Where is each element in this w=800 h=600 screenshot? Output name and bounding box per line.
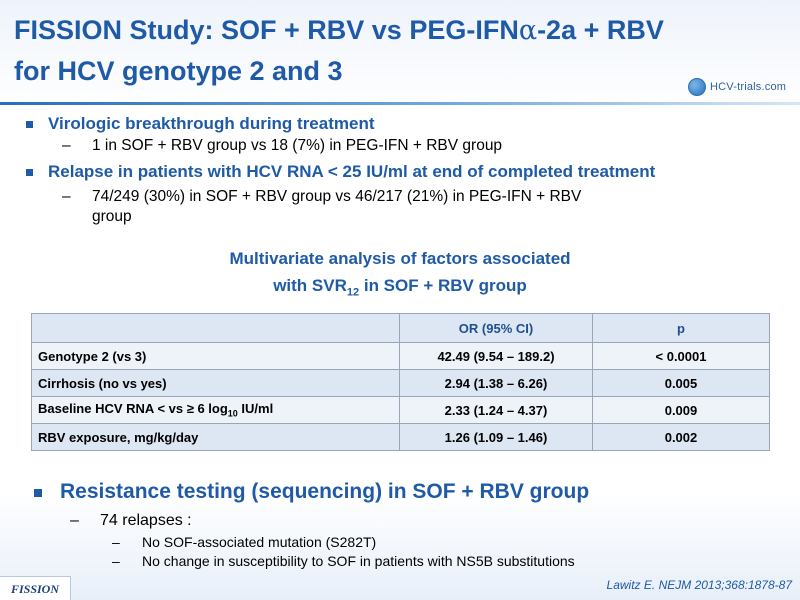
sub-relapse-detail-line2: group bbox=[92, 208, 132, 225]
title-line-1: FISSION Study: SOF + RBV vs PEG-IFNα-2a … bbox=[14, 15, 664, 46]
table-row: RBV exposure, mg/kg/day 1.26 (1.09 – 1.4… bbox=[31, 423, 770, 451]
factor-cell: Cirrhosis (no vs yes) bbox=[31, 369, 400, 397]
resistance-item-mutation: No SOF-associated mutation (S282T) bbox=[142, 534, 377, 550]
bullet-square-icon bbox=[26, 121, 33, 128]
bullet-square-icon bbox=[26, 169, 33, 176]
fission-logo: FISSION bbox=[0, 576, 71, 600]
globe-icon bbox=[688, 78, 706, 96]
table-header-row: OR (95% CI) p bbox=[31, 313, 770, 343]
table-row: Baseline HCV RNA < vs ≥ 6 log10 IU/ml 2.… bbox=[31, 396, 770, 424]
factor-cell: Baseline HCV RNA < vs ≥ 6 log10 IU/ml bbox=[31, 396, 400, 424]
factor-cell: Genotype 2 (vs 3) bbox=[31, 342, 400, 370]
slide-title: FISSION Study: SOF + RBV vs PEG-IFNα-2a … bbox=[14, 10, 714, 91]
resistance-item-susceptibility: No change in susceptibility to SOF in pa… bbox=[142, 553, 575, 569]
dash-marker: – bbox=[112, 534, 120, 550]
or-cell: 1.26 (1.09 – 1.46) bbox=[399, 423, 593, 451]
p-cell: 0.002 bbox=[592, 423, 770, 451]
dash-marker: – bbox=[112, 553, 120, 569]
logo-text: HCV-trials.com bbox=[710, 81, 787, 93]
p-cell: < 0.0001 bbox=[592, 342, 770, 370]
multivariate-table: OR (95% CI) p Genotype 2 (vs 3) 42.49 (9… bbox=[31, 313, 770, 451]
or-cell: 2.33 (1.24 – 4.37) bbox=[399, 396, 593, 424]
dash-marker: – bbox=[70, 512, 79, 529]
table-row: Cirrhosis (no vs yes) 2.94 (1.38 – 6.26)… bbox=[31, 369, 770, 397]
bullet-square-icon bbox=[34, 489, 42, 497]
bullet-relapse: Relapse in patients with HCV RNA < 25 IU… bbox=[48, 162, 656, 181]
header-factor bbox=[31, 313, 400, 343]
or-cell: 2.94 (1.38 – 6.26) bbox=[399, 369, 593, 397]
sub-relapse-detail-line1: 74/249 (30%) in SOF + RBV group vs 46/21… bbox=[92, 188, 582, 205]
title-divider bbox=[0, 102, 800, 105]
sub-breakthrough-detail: 1 in SOF + RBV group vs 18 (7%) in PEG-I… bbox=[92, 137, 503, 154]
alpha-symbol: α bbox=[518, 15, 538, 46]
sub-relapses-count: 74 relapses : bbox=[100, 512, 192, 529]
table-heading: Multivariate analysis of factors associa… bbox=[150, 245, 650, 306]
p-cell: 0.005 bbox=[592, 369, 770, 397]
header-p: p bbox=[592, 313, 770, 343]
factor-cell: RBV exposure, mg/kg/day bbox=[31, 423, 400, 451]
bullet-virologic-breakthrough: Virologic breakthrough during treatment bbox=[48, 114, 375, 133]
bullet-resistance-testing: Resistance testing (sequencing) in SOF +… bbox=[60, 480, 590, 503]
title-line-2: for HCV genotype 2 and 3 bbox=[14, 56, 343, 86]
table-row: Genotype 2 (vs 3) 42.49 (9.54 – 189.2) <… bbox=[31, 342, 770, 370]
reference-citation: Lawitz E. NEJM 2013;368:1878-87 bbox=[606, 578, 792, 592]
p-cell: 0.009 bbox=[592, 396, 770, 424]
header-or: OR (95% CI) bbox=[399, 313, 593, 343]
hcv-trials-logo: HCV-trials.com bbox=[688, 76, 786, 98]
dash-marker: – bbox=[62, 188, 71, 205]
table-heading-line2: with SVR12 in SOF + RBV group bbox=[273, 276, 527, 299]
or-cell: 42.49 (9.54 – 189.2) bbox=[399, 342, 593, 370]
dash-marker: – bbox=[62, 137, 71, 154]
table-heading-line1: Multivariate analysis of factors associa… bbox=[229, 249, 571, 268]
